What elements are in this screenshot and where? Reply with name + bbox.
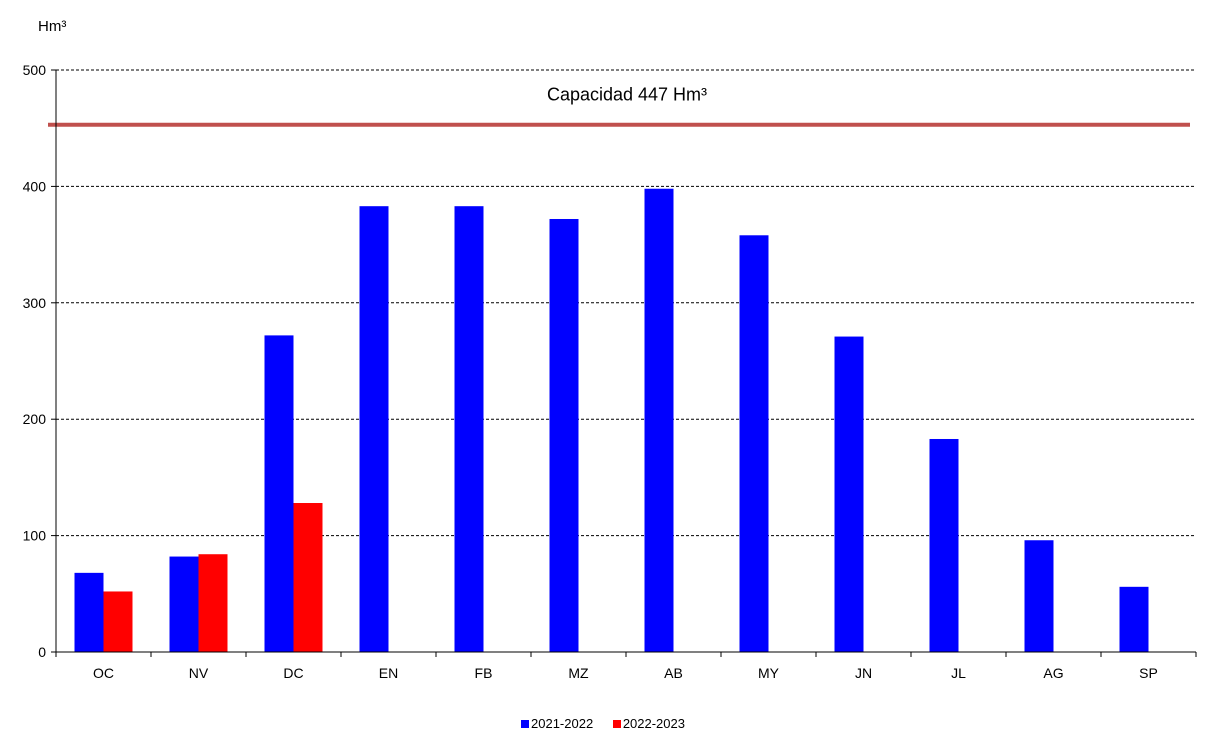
legend-item-2022-2023: 2022-2023 (612, 716, 685, 731)
bar-2022-2023-NV (198, 554, 228, 652)
bar-2021-2022-JN (834, 336, 864, 652)
y-tick-label: 0 (38, 644, 46, 660)
legend-swatch-2021-2022 (521, 720, 530, 728)
bar-2021-2022-AB (644, 188, 674, 652)
bar-2021-2022-OC (74, 572, 104, 652)
x-tick-label: SP (1139, 665, 1158, 681)
legend-swatch-2022-2023 (612, 720, 621, 728)
capacity-reference: Capacidad 447 Hm³ (48, 85, 1190, 127)
x-tick-label: OC (93, 665, 114, 681)
x-tick-label: FB (475, 665, 493, 681)
legend-item-2021-2022: 2021-2022 (521, 717, 593, 731)
x-tick-label: JN (855, 665, 872, 681)
x-tick-label: AG (1043, 665, 1063, 681)
x-tick-label: JL (951, 665, 966, 681)
bar-2021-2022-MZ (549, 218, 579, 652)
x-tick-label: MY (758, 665, 780, 681)
bar-2021-2022-AG (1024, 540, 1054, 652)
bars (74, 188, 1149, 653)
bar-2021-2022-SP (1119, 586, 1149, 652)
bar-2021-2022-MY (739, 235, 769, 652)
x-tick-label: MZ (568, 665, 589, 681)
y-axis-unit-label: Hm³ (38, 18, 67, 35)
tick-labels: 0 100 200 300 400 500 OC NV DC EN FB MZ AB MY JN JL AG SP (23, 62, 1158, 681)
legend-label-2022-2023: 2022-2023 (622, 716, 685, 731)
y-tick-label: 300 (23, 295, 47, 311)
y-tick-label: 100 (23, 528, 47, 544)
x-tick-label: EN (379, 665, 398, 681)
capacity-label: Capacidad 447 Hm³ (547, 85, 707, 105)
bar-2021-2022-JL (929, 438, 959, 652)
x-tick-label: NV (189, 665, 209, 681)
gridlines (56, 69, 1196, 537)
x-tick-label: AB (664, 665, 683, 681)
bar-2022-2023-DC (293, 503, 323, 652)
bar-2021-2022-FB (454, 206, 484, 653)
y-tick-label: 500 (23, 62, 47, 78)
bar-2022-2023-OC (103, 591, 133, 652)
y-tick-label: 200 (23, 411, 47, 427)
axes (51, 69, 1197, 657)
bar-2021-2022-DC (264, 335, 294, 652)
x-tick-label: DC (283, 665, 303, 681)
legend: 2021-2022 2022-2023 (0, 717, 1206, 731)
y-tick-label: 400 (23, 178, 47, 194)
bar-2021-2022-EN (359, 206, 389, 653)
legend-label-2021-2022: 2021-2022 (531, 716, 594, 731)
bar-2021-2022-NV (169, 556, 199, 652)
